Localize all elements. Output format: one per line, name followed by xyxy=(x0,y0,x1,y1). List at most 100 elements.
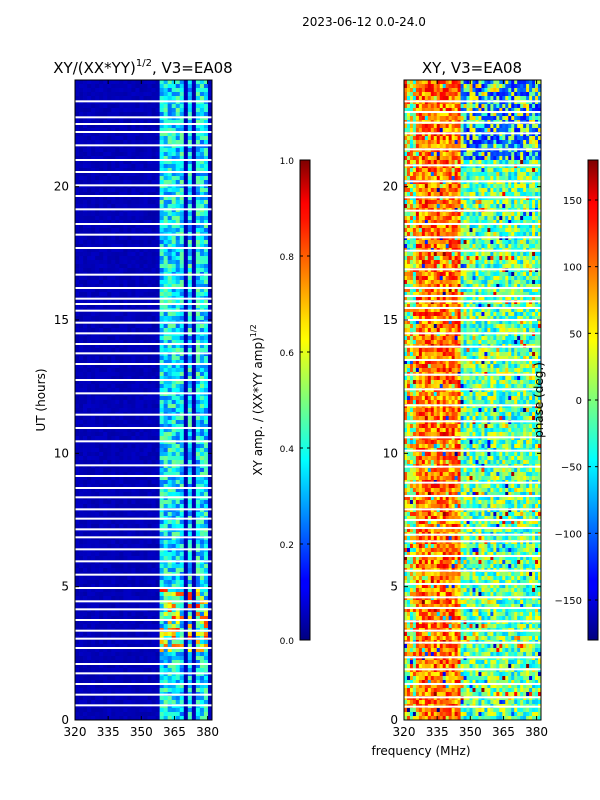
amplitude-heatmap-cell xyxy=(175,328,181,333)
amplitude-heatmap-cell xyxy=(151,124,156,129)
amplitude-heatmap-cell xyxy=(207,152,213,157)
amplitude-heatmap-cell xyxy=(107,84,112,89)
amplitude-heatmap-cell xyxy=(111,256,116,261)
amplitude-heatmap-cell xyxy=(119,120,124,125)
amplitude-heatmap-cell xyxy=(167,220,173,225)
amplitude-heatmap-cell xyxy=(147,424,152,429)
amplitude-heatmap-cell xyxy=(171,644,177,649)
amplitude-heatmap-cell xyxy=(83,444,88,449)
amplitude-heatmap-cell xyxy=(91,364,96,369)
amplitude-heatmap-cell xyxy=(79,524,84,529)
amplitude-heatmap-cell xyxy=(207,420,213,425)
amplitude-heatmap-cell xyxy=(111,492,116,497)
amplitude-heatmap-cell xyxy=(135,460,140,465)
amplitude-heatmap-cell xyxy=(99,200,104,205)
amplitude-heatmap-cell xyxy=(183,564,189,569)
amplitude-heatmap-cell xyxy=(99,524,104,529)
amplitude-heatmap-cell xyxy=(87,312,92,317)
amplitude-heatmap-cell xyxy=(187,400,193,405)
amplitude-heatmap-cell xyxy=(83,404,88,409)
amplitude-heatmap-cell xyxy=(203,120,209,125)
amplitude-heatmap-cell xyxy=(103,172,108,177)
amplitude-heatmap-cell xyxy=(87,488,92,493)
amplitude-heatmap-cell xyxy=(75,192,80,197)
amplitude-heatmap-cell xyxy=(107,396,112,401)
amplitude-heatmap-cell xyxy=(167,556,173,561)
amplitude-heatmap-cell xyxy=(167,624,173,629)
amplitude-heatmap-cell xyxy=(179,388,185,393)
amplitude-heatmap-cell xyxy=(111,300,116,305)
amplitude-heatmap-cell xyxy=(79,348,84,353)
amplitude-heatmap-cell xyxy=(143,620,148,625)
amplitude-heatmap-cell xyxy=(155,276,161,281)
amplitude-heatmap-cell xyxy=(83,492,88,497)
amplitude-heatmap-cell xyxy=(107,324,112,329)
amplitude-heatmap-cell xyxy=(135,644,140,649)
amplitude-heatmap-cell xyxy=(79,360,84,365)
amplitude-heatmap-cell xyxy=(179,596,185,601)
amplitude-heatmap-cell xyxy=(83,176,88,181)
amplitude-heatmap-cell xyxy=(163,152,169,157)
amplitude-heatmap-cell xyxy=(179,404,185,409)
amplitude-heatmap-cell xyxy=(163,384,169,389)
amplitude-heatmap-cell xyxy=(103,544,108,549)
amplitude-heatmap-cell xyxy=(79,240,84,245)
amplitude-heatmap-cell xyxy=(91,400,96,405)
amplitude-heatmap-cell xyxy=(91,264,96,269)
amplitude-heatmap-cell xyxy=(131,228,136,233)
amplitude-heatmap-cell xyxy=(159,372,165,377)
amplitude-heatmap-cell xyxy=(207,284,213,289)
amplitude-heatmap-cell xyxy=(135,340,140,345)
amplitude-heatmap-cell xyxy=(107,380,112,385)
amplitude-heatmap-cell xyxy=(207,212,213,217)
amplitude-heatmap-cell xyxy=(115,556,120,561)
amplitude-heatmap-cell xyxy=(199,388,205,393)
amplitude-heatmap-cell xyxy=(143,524,148,529)
amplitude-heatmap-cell xyxy=(99,364,104,369)
amplitude-heatmap-cell xyxy=(195,228,201,233)
amplitude-heatmap-cell xyxy=(79,384,84,389)
amplitude-heatmap-cell xyxy=(203,268,209,273)
amplitude-heatmap-cell xyxy=(139,288,144,293)
amplitude-heatmap-cell xyxy=(175,380,181,385)
amplitude-heatmap-cell xyxy=(95,136,100,141)
amplitude-heatmap-cell xyxy=(163,664,169,669)
amplitude-heatmap-cell xyxy=(179,80,185,85)
amplitude-heatmap-cell xyxy=(171,384,177,389)
amplitude-heatmap-cell xyxy=(107,652,112,657)
amplitude-heatmap-cell xyxy=(135,484,140,489)
amplitude-heatmap-cell xyxy=(115,388,120,393)
amplitude-heatmap-cell xyxy=(83,544,88,549)
amplitude-heatmap-cell xyxy=(163,524,169,529)
amplitude-heatmap-cell xyxy=(199,404,205,409)
amplitude-heatmap-cell xyxy=(191,592,197,597)
amplitude-heatmap-cell xyxy=(143,80,148,85)
amplitude-heatmap-cell xyxy=(155,212,161,217)
amplitude-heatmap-cell xyxy=(131,236,136,241)
amplitude-heatmap-cell xyxy=(187,584,193,589)
amplitude-heatmap-cell xyxy=(119,92,124,97)
amplitude-heatmap-cell xyxy=(139,236,144,241)
amplitude-heatmap-cell xyxy=(143,532,148,537)
amplitude-heatmap-cell xyxy=(75,120,80,125)
amplitude-heatmap-cell xyxy=(95,564,100,569)
amplitude-heatmap-cell xyxy=(203,576,209,581)
amplitude-heatmap-cell xyxy=(83,200,88,205)
amplitude-heatmap-cell xyxy=(195,128,201,133)
amplitude-heatmap-cell xyxy=(143,288,148,293)
amplitude-heatmap-cell xyxy=(127,236,132,241)
amplitude-heatmap-cell xyxy=(207,432,213,437)
amplitude-heatmap-cell xyxy=(159,124,165,129)
amplitude-heatmap-cell xyxy=(195,204,201,209)
amplitude-heatmap-cell xyxy=(143,160,148,165)
amplitude-heatmap-cell xyxy=(199,376,205,381)
amplitude-heatmap-cell xyxy=(123,472,128,477)
amplitude-heatmap-cell xyxy=(147,200,152,205)
amplitude-heatmap-cell xyxy=(155,656,161,661)
amplitude-heatmap-cell xyxy=(199,588,205,593)
amplitude-heatmap-cell xyxy=(143,588,148,593)
amplitude-heatmap-cell xyxy=(207,276,213,281)
amplitude-heatmap-cell xyxy=(79,604,84,609)
amplitude-heatmap-cell xyxy=(191,112,197,117)
amplitude-heatmap-cell xyxy=(131,136,136,141)
